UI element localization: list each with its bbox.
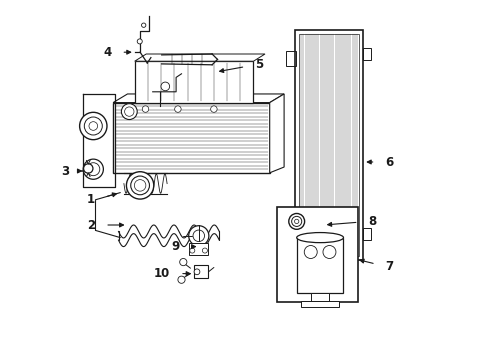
Polygon shape bbox=[134, 54, 264, 61]
Text: 8: 8 bbox=[368, 215, 376, 228]
Bar bbox=[194, 265, 208, 278]
Text: 6: 6 bbox=[385, 156, 393, 168]
Polygon shape bbox=[113, 94, 284, 103]
Circle shape bbox=[84, 117, 102, 135]
Bar bbox=[188, 243, 208, 255]
Bar bbox=[296, 238, 343, 293]
Bar bbox=[299, 34, 358, 256]
Circle shape bbox=[126, 172, 153, 199]
Bar bbox=[310, 293, 329, 301]
Circle shape bbox=[80, 112, 107, 140]
Polygon shape bbox=[269, 94, 284, 173]
Circle shape bbox=[210, 106, 217, 112]
Circle shape bbox=[188, 226, 208, 246]
Circle shape bbox=[174, 106, 181, 112]
Text: 2: 2 bbox=[87, 219, 95, 231]
Text: 10: 10 bbox=[153, 267, 170, 280]
Bar bbox=[363, 228, 370, 240]
Ellipse shape bbox=[296, 233, 343, 243]
Circle shape bbox=[322, 246, 335, 258]
Text: 3: 3 bbox=[61, 165, 69, 177]
Circle shape bbox=[189, 248, 194, 253]
Circle shape bbox=[178, 276, 185, 283]
Circle shape bbox=[202, 248, 207, 253]
Text: 1: 1 bbox=[87, 193, 95, 206]
Bar bbox=[276, 207, 357, 302]
Text: 9: 9 bbox=[171, 240, 179, 253]
Circle shape bbox=[288, 213, 304, 229]
Circle shape bbox=[83, 159, 103, 179]
Bar bbox=[285, 51, 295, 66]
Circle shape bbox=[193, 230, 204, 242]
Text: 4: 4 bbox=[103, 46, 111, 59]
Text: 7: 7 bbox=[385, 260, 393, 273]
Circle shape bbox=[179, 258, 186, 266]
Text: 5: 5 bbox=[255, 58, 263, 71]
Circle shape bbox=[142, 106, 148, 112]
Bar bbox=[363, 48, 370, 60]
Bar bbox=[294, 30, 363, 260]
Circle shape bbox=[137, 39, 142, 44]
Circle shape bbox=[194, 269, 200, 275]
Circle shape bbox=[121, 104, 137, 120]
Bar bbox=[301, 301, 338, 307]
Circle shape bbox=[141, 23, 145, 27]
Bar bbox=[134, 61, 253, 103]
Bar bbox=[113, 103, 269, 173]
Circle shape bbox=[304, 246, 317, 258]
Circle shape bbox=[161, 82, 169, 91]
Bar bbox=[285, 231, 295, 246]
Circle shape bbox=[83, 164, 93, 173]
